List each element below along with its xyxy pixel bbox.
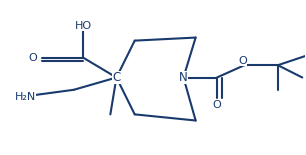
Text: HO: HO (74, 21, 91, 31)
Text: C: C (112, 71, 121, 84)
Text: O: O (213, 100, 221, 110)
Text: O: O (28, 53, 37, 62)
Text: O: O (238, 56, 247, 66)
Text: H₂N: H₂N (14, 92, 36, 102)
Text: N: N (179, 71, 188, 84)
